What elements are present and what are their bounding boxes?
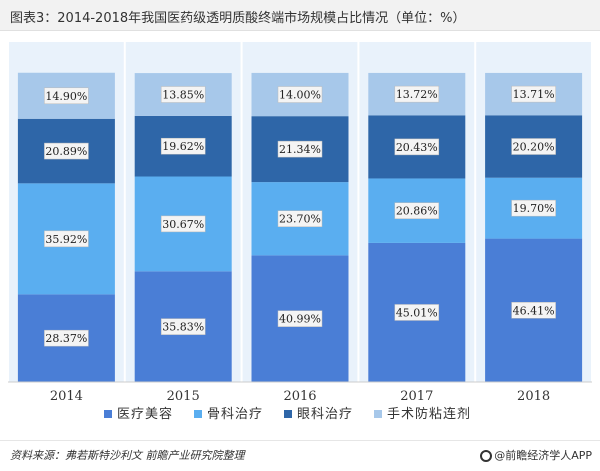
legend-swatch xyxy=(284,410,292,418)
data-label: 14.00% xyxy=(279,89,321,102)
data-label-box xyxy=(394,138,440,156)
data-label-box xyxy=(394,202,440,219)
title-bar: 图表3：2014-2018年我国医药级透明质酸终端市场规模占比情况（单位：%） xyxy=(0,0,600,31)
data-label-box xyxy=(44,329,89,347)
data-label-box xyxy=(160,86,206,103)
data-label-box xyxy=(277,140,323,158)
data-label: 20.89% xyxy=(45,145,87,158)
legend-label: 骨科治疗 xyxy=(207,407,263,422)
data-label: 20.43% xyxy=(396,141,438,154)
legend-item: 骨科治疗 xyxy=(194,407,263,422)
legend-label: 眼科治疗 xyxy=(297,407,353,422)
data-label: 23.70% xyxy=(279,213,321,226)
data-label: 28.37% xyxy=(45,332,87,345)
data-label-box xyxy=(44,230,89,248)
data-label: 14.90% xyxy=(45,90,87,103)
data-label-box xyxy=(277,210,323,227)
data-label: 19.70% xyxy=(513,202,555,215)
source-note: 资料来源：弗若斯特沙利文 前瞻产业研究院整理 xyxy=(10,449,245,462)
data-label-box xyxy=(511,85,556,103)
data-label: 13.72% xyxy=(396,88,438,101)
data-label: 21.34% xyxy=(279,143,321,156)
legend-swatch xyxy=(374,410,382,418)
brand-logo-icon xyxy=(480,450,493,462)
data-label-box xyxy=(511,302,556,319)
stacked-bar-chart: 28.37% 35.92% 20.89% 14.90% 2014 35.83% 30.67%… xyxy=(8,42,592,422)
data-label-box xyxy=(511,199,556,217)
footer: 资料来源：弗若斯特沙利文 前瞻产业研究院整理 @前瞻经济学人APP xyxy=(0,440,600,471)
legend-item: 眼科治疗 xyxy=(284,407,353,422)
legend-label: 医疗美容 xyxy=(117,406,173,422)
brand-text: @前瞻经济学人APP xyxy=(494,449,592,462)
data-label: 20.20% xyxy=(513,141,555,154)
data-label: 19.62% xyxy=(162,140,204,153)
data-label-box xyxy=(160,318,206,335)
data-label: 45.01% xyxy=(396,306,438,319)
chart-title: 图表3：2014-2018年我国医药级透明质酸终端市场规模占比情况（单位：%） xyxy=(10,11,466,26)
brand-label: @前瞻经济学人APP xyxy=(480,447,592,463)
legend-swatch xyxy=(194,410,202,418)
data-label: 13.85% xyxy=(162,88,204,101)
data-label: 13.71% xyxy=(513,88,555,101)
legend-item: 医疗美容 xyxy=(104,406,173,422)
data-label-box xyxy=(44,87,89,105)
data-label: 35.83% xyxy=(162,321,204,334)
data-label-box xyxy=(44,142,89,160)
data-label-box xyxy=(160,137,206,155)
x-tick-label: 2017 xyxy=(400,389,433,404)
legend-swatch xyxy=(104,410,112,418)
x-tick-label: 2016 xyxy=(283,389,316,404)
legend-item: 手术防粘连剂 xyxy=(374,406,471,422)
data-label: 46.41% xyxy=(513,304,555,317)
x-tick-label: 2014 xyxy=(50,389,83,404)
data-label-box xyxy=(394,85,440,103)
data-label: 20.86% xyxy=(396,205,438,218)
data-label-box xyxy=(277,86,323,103)
legend-label: 手术防粘连剂 xyxy=(387,406,471,422)
data-label: 35.92% xyxy=(45,233,87,246)
data-label-box xyxy=(277,310,323,327)
data-label-box xyxy=(511,138,556,155)
data-label-box xyxy=(160,215,206,233)
data-label: 30.67% xyxy=(162,218,204,231)
data-label: 40.99% xyxy=(279,313,321,326)
x-tick-label: 2018 xyxy=(517,389,550,404)
data-label-box xyxy=(394,304,440,321)
x-tick-label: 2015 xyxy=(167,389,200,404)
